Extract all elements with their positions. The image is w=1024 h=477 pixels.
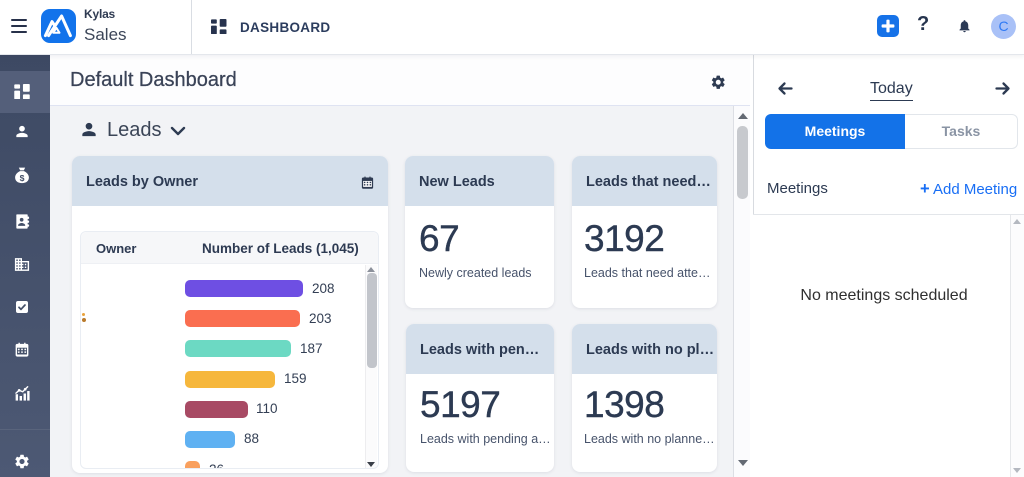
svg-text:$: $ [20,173,25,183]
